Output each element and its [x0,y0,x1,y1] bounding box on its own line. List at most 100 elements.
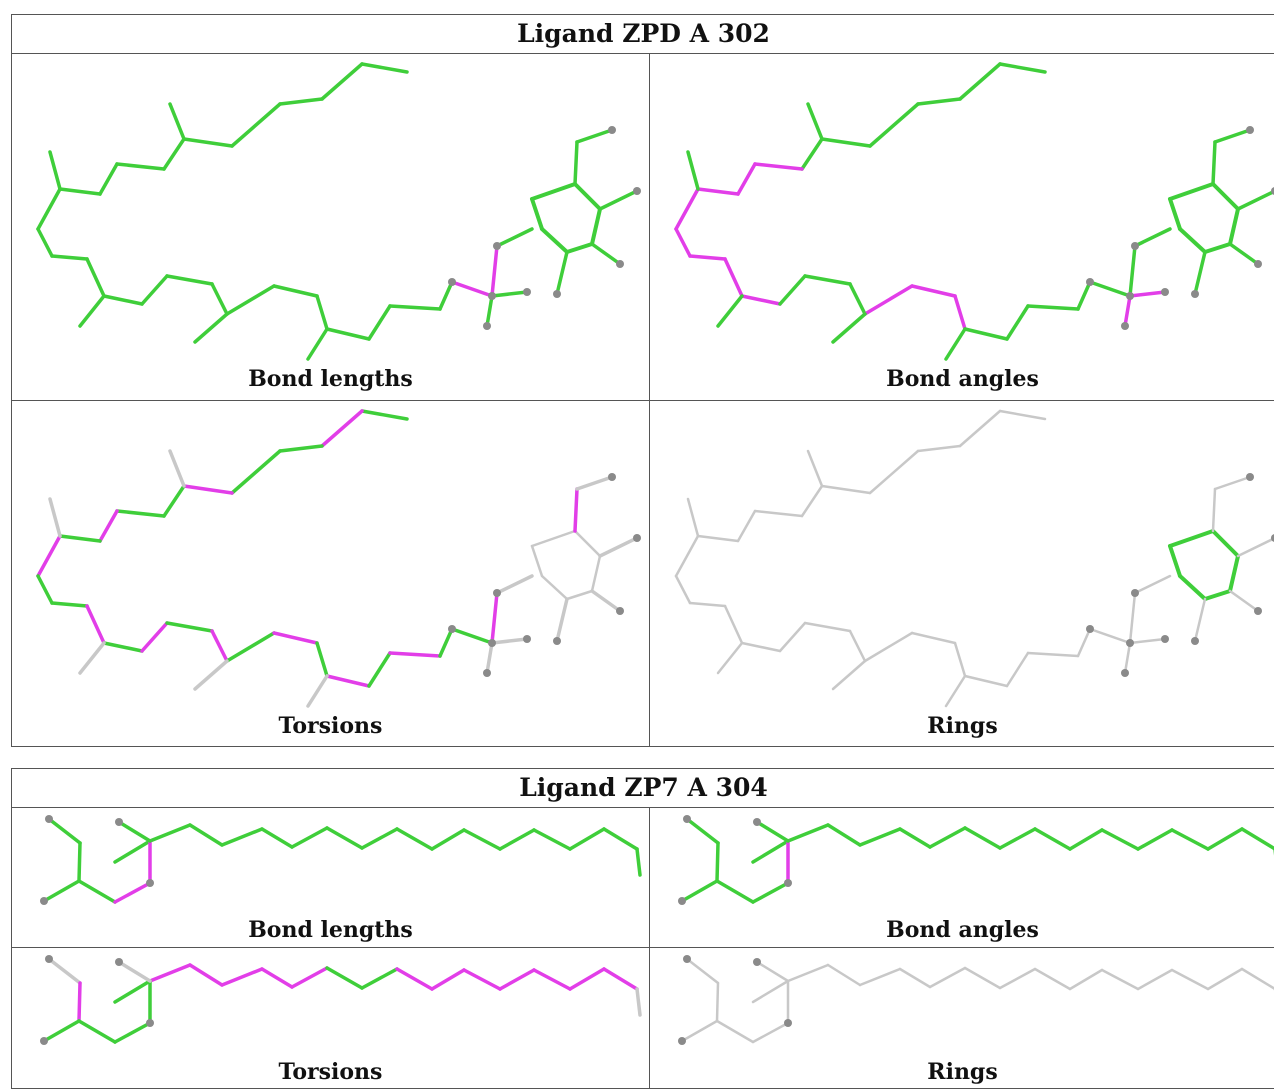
bond [910,631,957,645]
bond [1088,280,1132,298]
bond [325,327,371,341]
panel-bond-lengths: Bond lengths [12,808,649,947]
bond [848,629,867,663]
bond [953,641,967,678]
bond [532,828,572,851]
bond [113,979,152,1004]
bond [736,162,757,196]
bond [36,534,62,578]
bond [193,312,229,344]
bond [113,881,152,904]
bond [753,509,804,518]
bond [1168,544,1182,578]
atom [493,589,501,597]
bond [360,409,409,421]
bond [1228,554,1240,593]
bond [688,254,727,261]
bond [260,967,294,989]
bond [1168,197,1182,231]
bond [490,244,499,298]
bond [530,182,577,201]
bond [858,827,902,847]
bond [48,497,62,538]
bond [568,967,606,991]
bond [115,509,166,518]
bond [193,659,229,691]
bond [1026,304,1080,311]
bond [944,327,967,361]
bond [1128,244,1137,298]
bond [438,627,454,658]
atom [523,635,531,643]
atom [753,818,761,826]
ligand-block-zpd: Ligand ZPD A 302 Bond lengths Bond angle… [11,14,1274,747]
bond [755,820,790,843]
bond [751,839,790,864]
bond [674,534,700,578]
atom [1254,260,1262,268]
atom [1191,290,1199,298]
bond [495,227,534,248]
bond [1076,627,1092,658]
bond [47,957,82,985]
bond [863,284,914,316]
bond [1228,589,1260,613]
bond [848,282,867,316]
bond [573,182,602,211]
bond [367,304,392,341]
bond [188,963,224,987]
bond [490,591,499,645]
bond [715,981,720,1023]
bond [958,62,1002,101]
panel-label: Bond angles [886,917,1039,943]
bond [803,274,852,286]
panel-rings: Rings [650,401,1274,746]
bond [530,544,544,578]
bond [1203,242,1232,254]
atom [146,879,154,887]
bond [1206,827,1244,851]
atom [1254,607,1262,615]
bond [278,97,324,106]
bond [1228,207,1240,246]
bond [806,102,824,141]
bond [168,102,186,141]
bond [598,536,639,558]
bond [485,641,494,675]
bond [1206,967,1244,991]
panel-label: Torsions [278,713,383,739]
bond [1240,827,1274,851]
bond [98,162,119,196]
bond [1033,827,1072,851]
bond [540,227,569,254]
bond [225,631,276,663]
bond [1133,227,1172,248]
bond [963,966,1002,990]
bond [1236,189,1274,211]
bond [438,280,454,311]
bond [85,257,106,298]
bond [58,534,102,543]
bond [42,879,81,903]
atom [1246,473,1254,481]
bond [36,187,62,231]
bond [998,62,1047,74]
atom [784,879,792,887]
bond [306,674,329,708]
panel-label: Rings [927,713,998,739]
bond [831,659,867,691]
bond [674,227,692,258]
bond [113,1021,152,1044]
bond [85,604,106,645]
atom [40,897,48,905]
atom [678,1037,686,1045]
bond [800,484,824,518]
bond [530,529,577,548]
bond [1211,487,1217,533]
bond [78,641,106,675]
bond [1133,574,1172,595]
atom [553,290,561,298]
atom [493,242,501,250]
atom [1126,639,1134,647]
bond [898,967,932,989]
